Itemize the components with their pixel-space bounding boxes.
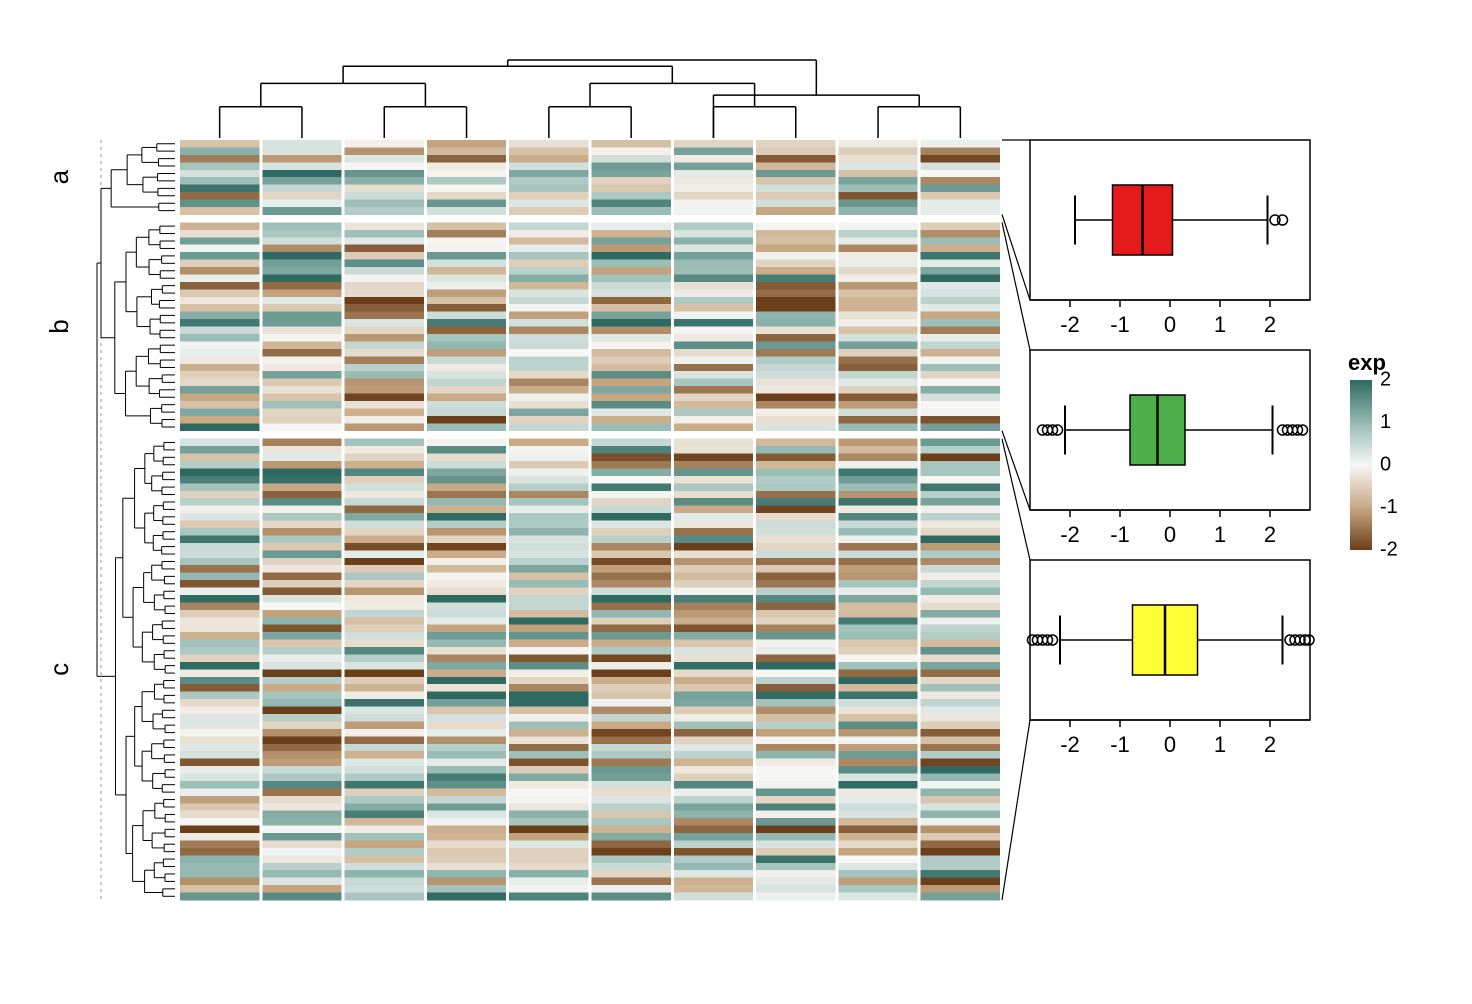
boxplot-axis-tick-label: 1 (1214, 522, 1226, 547)
color-legend: exp210-1-2 (1348, 350, 1398, 560)
boxplot-axis-tick-label: -2 (1060, 732, 1080, 757)
heatmap (180, 140, 1000, 901)
legend-tick-label: -1 (1380, 496, 1398, 518)
boxplot-axis-tick-label: 1 (1214, 732, 1226, 757)
row-dendrogram (97, 140, 175, 900)
boxplot-axis-tick-label: -2 (1060, 312, 1080, 337)
boxplot-axis-tick-label: 0 (1164, 732, 1176, 757)
row-cluster-label: c (44, 663, 74, 676)
legend-tick-label: -2 (1380, 538, 1398, 560)
boxplot-axis-tick-label: -1 (1110, 312, 1130, 337)
boxplot-axis-tick-label: 2 (1264, 312, 1276, 337)
boxplot-axis-tick-label: 0 (1164, 312, 1176, 337)
boxplot-axis-tick-label: -1 (1110, 522, 1130, 547)
row-cluster-label: b (44, 319, 74, 333)
column-dendrogram (220, 60, 961, 138)
boxplot-axis-tick-label: 0 (1164, 522, 1176, 547)
boxplot-axis-tick-label: 2 (1264, 522, 1276, 547)
boxplot-panels: -2 -1 0 1 2 -2 -1 0 1 2 -2 -1 0 1 2 (1002, 140, 1314, 900)
boxplot-axis-tick-label: 2 (1264, 732, 1276, 757)
legend-tick-label: 0 (1380, 453, 1391, 475)
legend-tick-label: 1 (1380, 411, 1391, 433)
row-cluster-label: a (44, 169, 74, 184)
boxplot-axis-tick-label: -1 (1110, 732, 1130, 757)
legend-tick-label: 2 (1380, 368, 1391, 390)
boxplot-axis-tick-label: -2 (1060, 522, 1080, 547)
boxplot-axis-tick-label: 1 (1214, 312, 1226, 337)
